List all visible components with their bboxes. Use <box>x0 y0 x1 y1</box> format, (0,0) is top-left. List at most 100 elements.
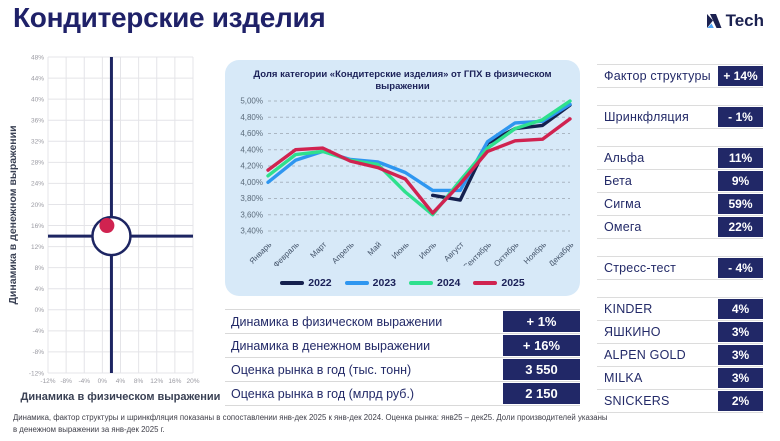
scatter-y-tick: 48% <box>31 54 44 61</box>
line-chart-x-tick: Апрель <box>330 240 356 266</box>
stat-value: 9% <box>718 171 763 191</box>
legend-swatch-2024 <box>409 280 433 286</box>
stat-group: Фактор структуры + 14% <box>597 64 763 88</box>
summary-table: Динамика в физическом выражении + 1% Динам… <box>225 309 580 406</box>
line-chart-x-tick: Июль <box>417 240 438 261</box>
metric-label: Динамика в физическом выражении <box>231 314 443 329</box>
share-line-chart-card: Доля категории «Кондитерские изделия» от… <box>225 60 580 296</box>
legend-swatch-2023 <box>344 280 369 286</box>
legend-label: 2024 <box>437 277 461 289</box>
ntech-logo-icon <box>704 11 724 31</box>
page-title: Кондитерские изделия <box>13 2 326 33</box>
stat-value: 3% <box>718 322 763 342</box>
line-chart-y-tick: 4,80% <box>240 113 263 122</box>
legend-label: 2022 <box>308 277 332 289</box>
metric-value: 3 550 <box>503 359 580 380</box>
line-chart-x-tick: Май <box>366 240 383 257</box>
stat-group: Шринкфляция - 1% <box>597 105 763 129</box>
legend-label: 2025 <box>501 277 525 289</box>
scatter-x-tick: -12% <box>40 378 55 385</box>
scatter-x-tick: 12% <box>150 378 163 385</box>
stats-panel: Фактор структуры + 14% Шринкфляция - 1% Альф… <box>597 64 763 430</box>
stat-row: Стресс-тест - 4% <box>597 256 763 280</box>
line-chart-y-tick: 4,60% <box>240 129 263 138</box>
scatter-y-tick: 32% <box>31 139 44 146</box>
category-point <box>99 218 115 234</box>
ntech-logo-text: Tech <box>725 11 764 30</box>
metric-value: 2 150 <box>503 383 580 404</box>
scatter-y-tick: 8% <box>35 265 45 272</box>
scatter-y-tick: 20% <box>31 202 44 209</box>
stat-value: - 1% <box>718 107 763 127</box>
stat-row: Омега 22% <box>597 216 763 239</box>
scatter-y-tick: 28% <box>31 160 44 167</box>
table-row: Оценка рынка в год (тыс. тонн) 3 550 <box>225 357 580 381</box>
stat-label: Шринкфляция <box>604 110 689 124</box>
scatter-x-tick: 16% <box>168 378 181 385</box>
series-line-2024 <box>266 99 572 217</box>
scatter-y-tick: -4% <box>32 328 44 335</box>
stat-row: Фактор структуры + 14% <box>597 64 763 88</box>
stat-row: Сигма 59% <box>597 193 763 216</box>
scatter-x-tick: 20% <box>186 378 199 385</box>
scatter-y-axis-label: Динамика в денежном выражении <box>7 125 19 304</box>
line-chart-y-tick: 5,00% <box>240 97 263 106</box>
stat-value: 3% <box>718 345 763 365</box>
line-chart-x-tick: Ноябрь <box>522 240 548 266</box>
line-chart-x-tick: Сентябрь <box>461 240 493 266</box>
stat-row: Альфа 11% <box>597 146 763 170</box>
scatter-y-tick: 4% <box>35 286 45 293</box>
table-row: Оценка рынка в год (млрд руб.) 2 150 <box>225 381 580 406</box>
metric-label: Динамика в денежном выражении <box>231 338 431 353</box>
legend-label: 2023 <box>372 277 396 289</box>
stat-label: Стресс-тест <box>604 261 677 275</box>
chart-legend: 2022 2023 2024 2025 <box>225 277 580 289</box>
scatter-y-tick: 0% <box>35 307 45 314</box>
stat-label: ALPEN GOLD <box>604 348 686 362</box>
scatter-y-tick: 24% <box>31 181 44 188</box>
stat-label: Фактор структуры <box>604 69 711 83</box>
line-chart-x-tick: Декабрь <box>547 240 575 266</box>
metric-value: + 1% <box>503 311 580 332</box>
line-chart-y-tick: 3,40% <box>240 227 263 236</box>
scatter-y-tick: 40% <box>31 96 44 103</box>
scatter-y-tick: 36% <box>31 118 44 125</box>
stat-label: Омега <box>604 220 642 234</box>
series-line-2025 <box>266 117 572 215</box>
scatter-y-tick: 12% <box>31 244 44 251</box>
stat-row: Шринкфляция - 1% <box>597 105 763 129</box>
line-chart-y-tick: 4,40% <box>240 145 263 154</box>
stat-label: Сигма <box>604 197 642 211</box>
stat-group: Альфа 11% Бета 9% Сигма 59% Омега 22% <box>597 146 763 239</box>
stat-value: 2% <box>718 391 763 411</box>
stat-value: + 14% <box>718 66 763 86</box>
dynamics-scatter-chart: -12% -8% -4% 0% 4% 8% 12% 16% 20% 48% 44% 40% 36% 32%… <box>7 54 220 403</box>
line-chart-x-tick: Февраль <box>272 240 301 266</box>
stat-label: Альфа <box>604 151 645 165</box>
series-line-2022 <box>431 103 572 202</box>
stat-value: 3% <box>718 368 763 388</box>
table-row: Динамика в денежном выражении + 16% <box>225 333 580 357</box>
line-chart-x-tick: Март <box>308 240 328 260</box>
legend-item-2023: 2023 <box>344 277 396 289</box>
stat-row: SNICKERS 2% <box>597 390 763 413</box>
metric-value: + 16% <box>503 335 580 356</box>
stat-label: KINDER <box>604 302 653 316</box>
stat-group: KINDER 4% ЯШКИНО 3% ALPEN GOLD 3% MILKA 3% SNICK… <box>597 297 763 413</box>
line-chart-y-tick: 3,60% <box>240 210 263 219</box>
scatter-x-tick: 4% <box>116 378 126 385</box>
line-chart-x-tick: Июнь <box>390 240 411 261</box>
stat-row: MILKA 3% <box>597 367 763 390</box>
footnote-line2: в денежном выражении за янв-дек 2025 г. <box>13 424 165 434</box>
scatter-x-tick: -8% <box>60 378 72 385</box>
scatter-y-tick: 16% <box>31 223 44 230</box>
line-chart-title: Доля категории «Кондитерские изделия» от… <box>253 69 552 93</box>
scatter-x-tick: 8% <box>134 378 144 385</box>
line-chart-y-tick: 3,80% <box>240 194 263 203</box>
stat-value: 4% <box>718 299 763 319</box>
footnote: Динамика, фактор структуры и шринкфляция… <box>13 412 763 435</box>
stat-label: SNICKERS <box>604 394 670 408</box>
stat-value: 22% <box>718 217 763 237</box>
line-chart-y-tick: 4,20% <box>240 162 263 171</box>
category-share-line-chart: 5,00% 4,80% 4,60% 4,40% 4,20% 4,00% 3,80% 3,60%… <box>240 97 575 266</box>
